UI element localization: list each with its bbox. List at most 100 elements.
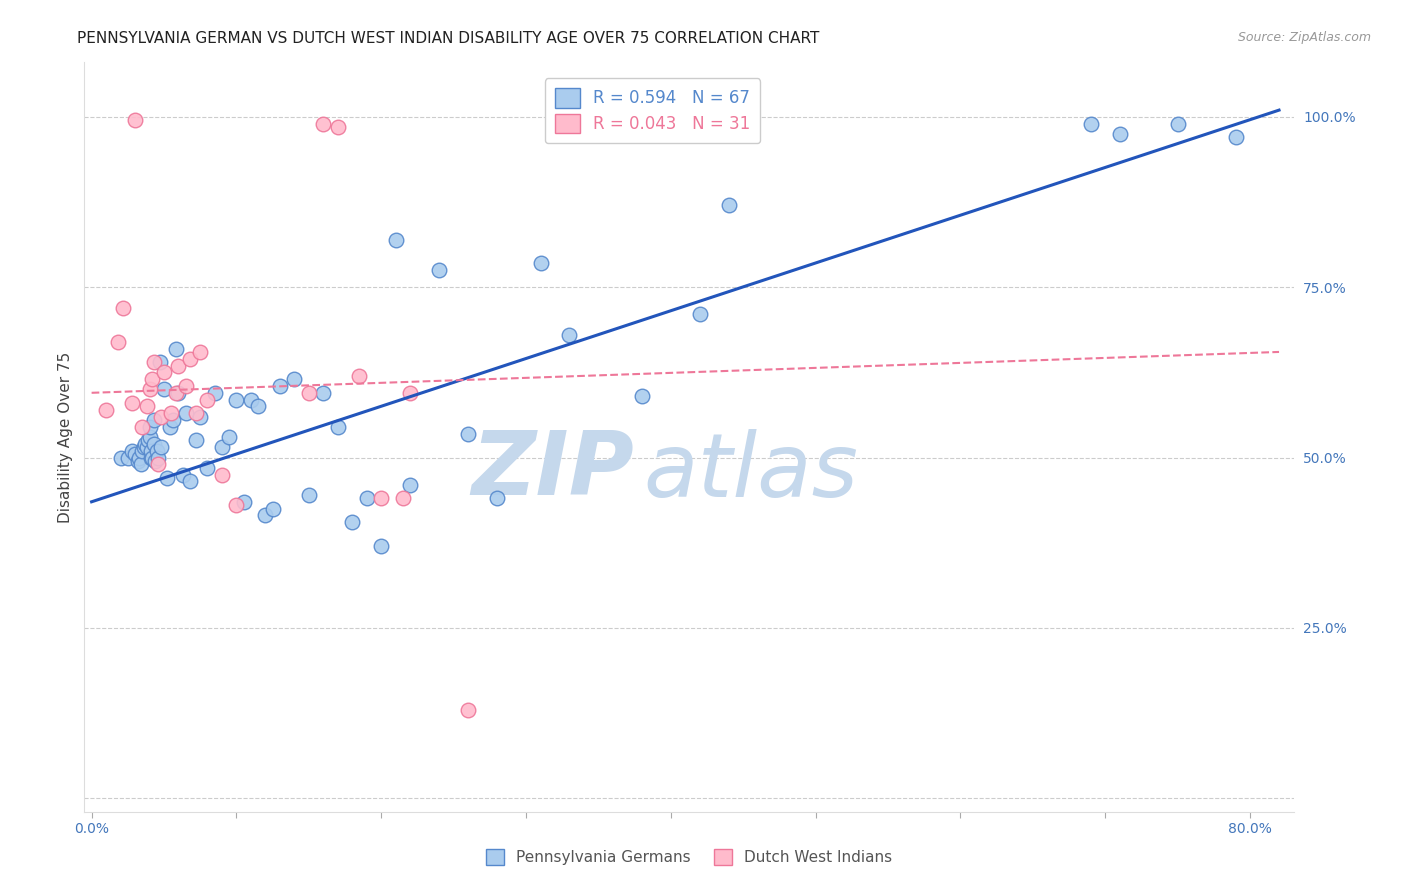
Point bbox=[139, 450, 162, 465]
Point bbox=[342, 515, 364, 529]
Point bbox=[179, 351, 201, 366]
Point bbox=[172, 467, 194, 482]
Point bbox=[112, 301, 135, 315]
Point bbox=[156, 471, 179, 485]
Point bbox=[631, 389, 654, 403]
Point bbox=[689, 308, 711, 322]
Point bbox=[138, 383, 160, 397]
Point bbox=[326, 420, 349, 434]
Point bbox=[124, 113, 146, 128]
Point bbox=[717, 198, 740, 212]
Point bbox=[131, 443, 153, 458]
Point bbox=[254, 508, 277, 523]
Point bbox=[135, 440, 157, 454]
Point bbox=[174, 379, 197, 393]
Point bbox=[312, 385, 335, 400]
Point bbox=[174, 406, 197, 420]
Point bbox=[141, 450, 163, 465]
Point bbox=[117, 450, 139, 465]
Point bbox=[141, 372, 163, 386]
Point bbox=[153, 365, 176, 379]
Legend: Pennsylvania Germans, Dutch West Indians: Pennsylvania Germans, Dutch West Indians bbox=[479, 843, 898, 871]
Point bbox=[232, 495, 254, 509]
Point bbox=[150, 440, 173, 454]
Point bbox=[457, 426, 479, 441]
Text: Source: ZipAtlas.com: Source: ZipAtlas.com bbox=[1237, 31, 1371, 45]
Point bbox=[165, 342, 187, 356]
Point bbox=[129, 458, 152, 472]
Point bbox=[167, 359, 190, 373]
Point bbox=[136, 434, 159, 448]
Point bbox=[167, 385, 190, 400]
Point bbox=[225, 392, 247, 407]
Point bbox=[153, 383, 176, 397]
Point bbox=[312, 117, 335, 131]
Point bbox=[356, 491, 378, 506]
Point bbox=[139, 443, 162, 458]
Point bbox=[188, 345, 211, 359]
Point bbox=[110, 450, 132, 465]
Point bbox=[128, 450, 150, 465]
Point bbox=[384, 233, 406, 247]
Point bbox=[142, 413, 165, 427]
Point bbox=[121, 443, 143, 458]
Point bbox=[197, 460, 219, 475]
Point bbox=[127, 454, 149, 468]
Point bbox=[162, 413, 184, 427]
Point bbox=[148, 458, 170, 472]
Point bbox=[486, 491, 509, 506]
Text: PENNSYLVANIA GERMAN VS DUTCH WEST INDIAN DISABILITY AGE OVER 75 CORRELATION CHAR: PENNSYLVANIA GERMAN VS DUTCH WEST INDIAN… bbox=[77, 31, 820, 46]
Point bbox=[135, 400, 157, 414]
Point bbox=[160, 406, 183, 420]
Point bbox=[370, 539, 392, 553]
Point bbox=[184, 434, 207, 448]
Point bbox=[211, 467, 233, 482]
Text: atlas: atlas bbox=[643, 429, 858, 516]
Point bbox=[159, 420, 181, 434]
Point bbox=[150, 409, 173, 424]
Point bbox=[225, 498, 247, 512]
Point bbox=[370, 491, 392, 506]
Point bbox=[298, 488, 321, 502]
Point bbox=[138, 420, 160, 434]
Point bbox=[349, 368, 371, 383]
Point bbox=[188, 409, 211, 424]
Point bbox=[1167, 117, 1189, 131]
Point bbox=[392, 491, 415, 506]
Point bbox=[457, 702, 479, 716]
Point bbox=[204, 385, 226, 400]
Point bbox=[107, 334, 129, 349]
Point bbox=[326, 120, 349, 135]
Point bbox=[121, 396, 143, 410]
Point bbox=[427, 263, 450, 277]
Point bbox=[262, 501, 284, 516]
Point bbox=[124, 447, 146, 461]
Point bbox=[218, 430, 240, 444]
Point bbox=[138, 430, 160, 444]
Point bbox=[399, 477, 422, 491]
Point bbox=[148, 450, 170, 465]
Point bbox=[134, 437, 156, 451]
Text: ZIP: ZIP bbox=[472, 427, 634, 515]
Point bbox=[283, 372, 305, 386]
Point bbox=[132, 440, 155, 454]
Point bbox=[558, 327, 581, 342]
Point bbox=[142, 437, 165, 451]
Point bbox=[269, 379, 291, 393]
Point bbox=[131, 420, 153, 434]
Point bbox=[1080, 117, 1102, 131]
Point bbox=[149, 355, 172, 369]
Point bbox=[247, 400, 270, 414]
Point bbox=[143, 454, 166, 468]
Y-axis label: Disability Age Over 75: Disability Age Over 75 bbox=[58, 351, 73, 523]
Point bbox=[298, 385, 321, 400]
Point bbox=[94, 402, 117, 417]
Point bbox=[179, 475, 201, 489]
Point bbox=[165, 385, 187, 400]
Point bbox=[211, 440, 233, 454]
Point bbox=[1225, 130, 1247, 145]
Point bbox=[1108, 127, 1130, 141]
Point bbox=[529, 256, 551, 270]
Point bbox=[142, 355, 165, 369]
Point bbox=[197, 392, 219, 407]
